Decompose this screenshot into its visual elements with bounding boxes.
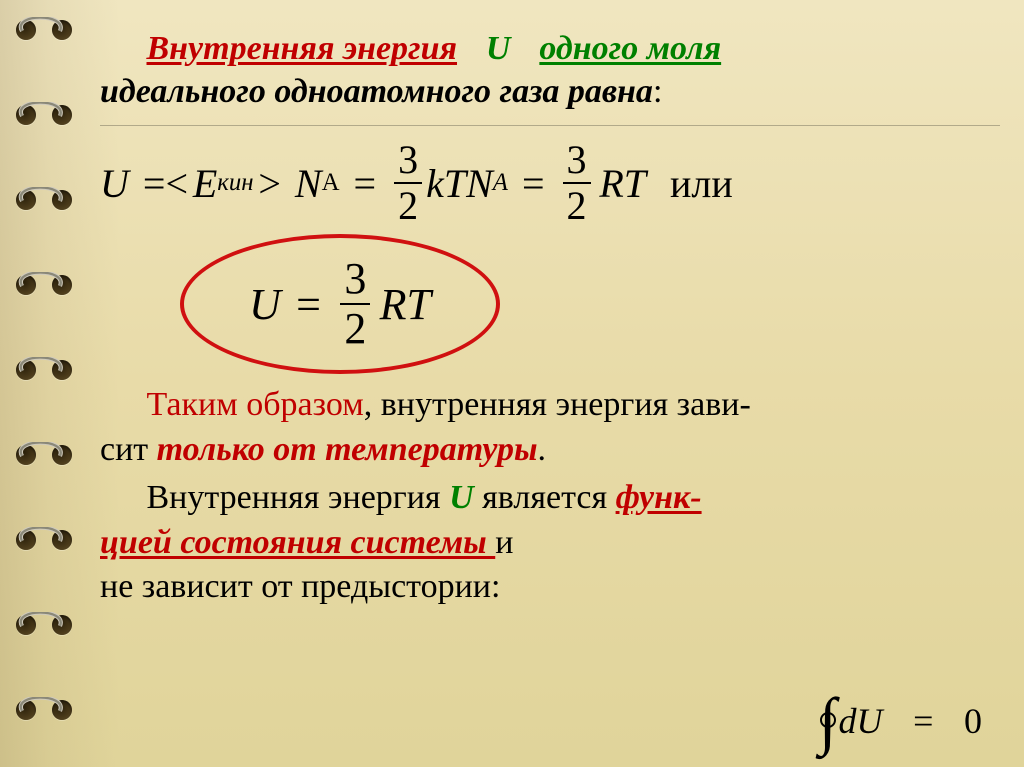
divider: [100, 125, 1000, 126]
binding-hole: [16, 275, 36, 295]
binding-hole: [16, 360, 36, 380]
oint-symbol: ∫: [819, 695, 837, 747]
binding-hole: [16, 105, 36, 125]
binding-hole: [52, 20, 72, 40]
op-gt: >: [258, 160, 281, 207]
spiral-ring: [8, 440, 82, 470]
den-2a: 2: [394, 184, 422, 226]
p1-d: только от температуры: [157, 431, 538, 468]
binding-hole: [52, 615, 72, 635]
paragraph-1: Таким образом, внутренняя энергия зави- …: [100, 384, 1000, 471]
binding-hole: [16, 190, 36, 210]
box-frac: 3 2: [340, 257, 370, 351]
frac-1: 3 2: [394, 140, 422, 226]
sym-k: k: [426, 160, 444, 207]
title-part-3: идеального одноатомного газа равна: [100, 73, 653, 110]
p1-c: сит: [100, 431, 157, 468]
spiral-ring: [8, 610, 82, 640]
box-num: 3: [340, 257, 370, 303]
box-U: U: [249, 279, 281, 330]
equation-boxed: U = 3 2 RT: [249, 257, 431, 351]
p2-e: и: [495, 524, 513, 561]
spiral-ring: [8, 525, 82, 555]
num-3b: 3: [563, 140, 591, 182]
binding-hole: [16, 615, 36, 635]
binding-hole: [16, 530, 36, 550]
para2-line3: не зависит от предыстории:: [100, 566, 1000, 609]
p2-a: Внутренняя энергия: [147, 479, 450, 516]
sym-U: U: [100, 160, 129, 207]
sym-N1: N: [295, 160, 322, 207]
para2-line1: Внутренняя энергия U является функ-: [100, 477, 1000, 520]
sym-R1: R: [599, 160, 623, 207]
op-eq-lt: =<: [143, 160, 188, 207]
title-part-1: Внутренняя энергия: [147, 30, 458, 67]
para1-line2: сит только от температуры.: [100, 429, 1000, 472]
binding-hole: [52, 700, 72, 720]
title-symbol-U: U: [486, 30, 511, 67]
int-zero: 0: [964, 701, 982, 741]
spiral-ring: [8, 695, 82, 725]
para2-line2: цией состояния системы и: [100, 522, 1000, 565]
spiral-ring: [8, 15, 82, 45]
title-colon: :: [653, 73, 662, 110]
p2-U: U: [449, 479, 474, 516]
slide-content: Внутренняя энергия U одного моля идеальн…: [100, 28, 1000, 747]
text-or: или: [670, 160, 733, 207]
int-U: U: [857, 701, 883, 741]
spiral-ring: [8, 185, 82, 215]
p2-c: функ-: [616, 479, 702, 516]
op-eq3: =: [522, 160, 545, 207]
equation-boxed-wrap: U = 3 2 RT: [180, 234, 500, 374]
integrand: dU = 0: [839, 700, 983, 742]
title-line-2: идеального одноатомного газа равна:: [100, 71, 1000, 114]
sym-N2: N: [466, 160, 493, 207]
box-den: 2: [340, 305, 370, 351]
sub-kin: кин: [217, 169, 253, 197]
oint-ring-icon: [820, 712, 836, 728]
num-3a: 3: [394, 140, 422, 182]
binding-hole: [52, 190, 72, 210]
p2-d: цией состояния системы: [100, 524, 495, 561]
paragraph-2: Внутренняя энергия U является функ- цией…: [100, 477, 1000, 609]
sym-T2: T: [624, 160, 646, 207]
sub-A1: A: [322, 169, 340, 197]
p1-b: , внутренняя энергия зави-: [364, 386, 751, 423]
spiral-ring: [8, 270, 82, 300]
op-eq2: =: [354, 160, 377, 207]
p2-b: является: [474, 479, 616, 516]
equation-integral: ∫ dU = 0: [819, 695, 982, 747]
binding-hole: [16, 20, 36, 40]
sub-A2: A: [493, 169, 508, 197]
box-T: T: [407, 279, 431, 330]
spiral-binding: [0, 0, 90, 767]
int-eq: =: [913, 701, 933, 741]
den-2b: 2: [563, 184, 591, 226]
binding-hole: [52, 360, 72, 380]
sym-E: E: [193, 160, 217, 207]
title-line-1: Внутренняя энергия U одного моля: [100, 28, 1000, 71]
binding-hole: [52, 105, 72, 125]
title-part-2: одного моля: [539, 30, 721, 67]
para1-line1: Таким образом, внутренняя энергия зави-: [100, 384, 1000, 427]
spiral-ring: [8, 355, 82, 385]
equation-main: U =< Eкин > NA = 3 2 kTNA = 3 2: [100, 140, 646, 226]
binding-hole: [16, 445, 36, 465]
binding-hole: [52, 445, 72, 465]
p1-e: .: [538, 431, 547, 468]
int-d: d: [839, 701, 857, 741]
binding-hole: [52, 530, 72, 550]
frac-2: 3 2: [563, 140, 591, 226]
p1-a: Таким образом: [147, 386, 364, 423]
binding-hole: [16, 700, 36, 720]
p2-f: не зависит от предыстории:: [100, 568, 500, 605]
box-eq: =: [296, 279, 321, 330]
equation-main-row: U =< Eкин > NA = 3 2 kTNA = 3 2: [100, 140, 1000, 226]
box-R: R: [380, 279, 407, 330]
binding-hole: [52, 275, 72, 295]
sym-T1: T: [444, 160, 466, 207]
spiral-ring: [8, 100, 82, 130]
